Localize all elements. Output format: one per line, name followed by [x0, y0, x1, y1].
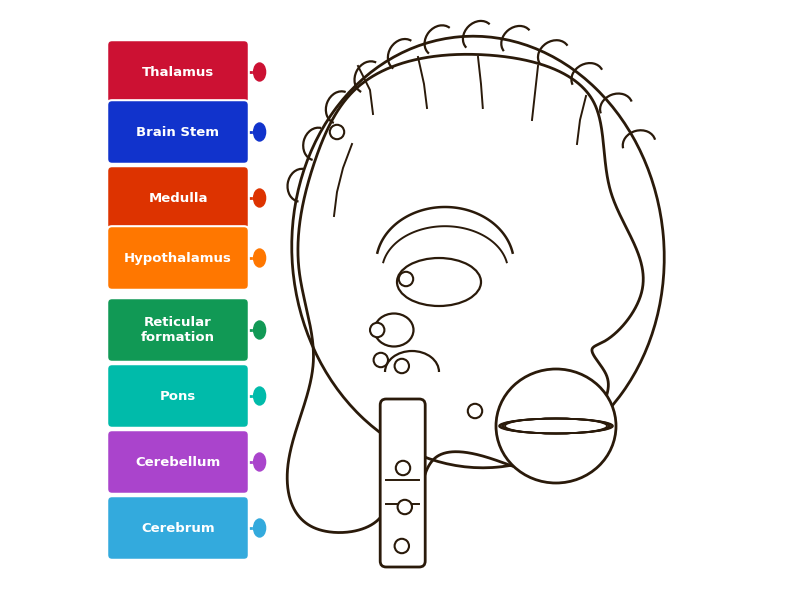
FancyBboxPatch shape — [107, 40, 249, 104]
Circle shape — [468, 404, 482, 418]
Ellipse shape — [374, 313, 414, 346]
Text: Hypothalamus: Hypothalamus — [124, 251, 232, 265]
FancyBboxPatch shape — [107, 100, 249, 164]
Ellipse shape — [254, 519, 266, 537]
Text: Pons: Pons — [160, 389, 196, 403]
Text: Brain Stem: Brain Stem — [137, 125, 219, 139]
Ellipse shape — [397, 258, 481, 306]
Circle shape — [398, 272, 414, 286]
FancyBboxPatch shape — [107, 298, 249, 362]
FancyBboxPatch shape — [107, 166, 249, 230]
Ellipse shape — [254, 387, 266, 405]
Ellipse shape — [496, 369, 616, 483]
Text: Thalamus: Thalamus — [142, 65, 214, 79]
Ellipse shape — [254, 249, 266, 267]
FancyBboxPatch shape — [107, 226, 249, 290]
FancyBboxPatch shape — [107, 496, 249, 560]
Circle shape — [370, 323, 384, 337]
FancyBboxPatch shape — [107, 364, 249, 428]
Text: Cerebrum: Cerebrum — [141, 521, 215, 535]
Ellipse shape — [254, 321, 266, 339]
Ellipse shape — [254, 63, 266, 81]
Circle shape — [330, 125, 344, 139]
Circle shape — [398, 500, 412, 514]
Ellipse shape — [254, 189, 266, 207]
Text: Medulla: Medulla — [148, 191, 208, 205]
Ellipse shape — [254, 123, 266, 141]
FancyBboxPatch shape — [107, 430, 249, 494]
Circle shape — [394, 539, 409, 553]
Ellipse shape — [254, 453, 266, 471]
Text: Reticular
formation: Reticular formation — [141, 316, 215, 344]
Text: Cerebellum: Cerebellum — [135, 455, 221, 469]
Ellipse shape — [292, 36, 664, 468]
FancyBboxPatch shape — [380, 399, 426, 567]
Circle shape — [394, 359, 409, 373]
Circle shape — [374, 353, 388, 367]
Circle shape — [396, 461, 410, 475]
